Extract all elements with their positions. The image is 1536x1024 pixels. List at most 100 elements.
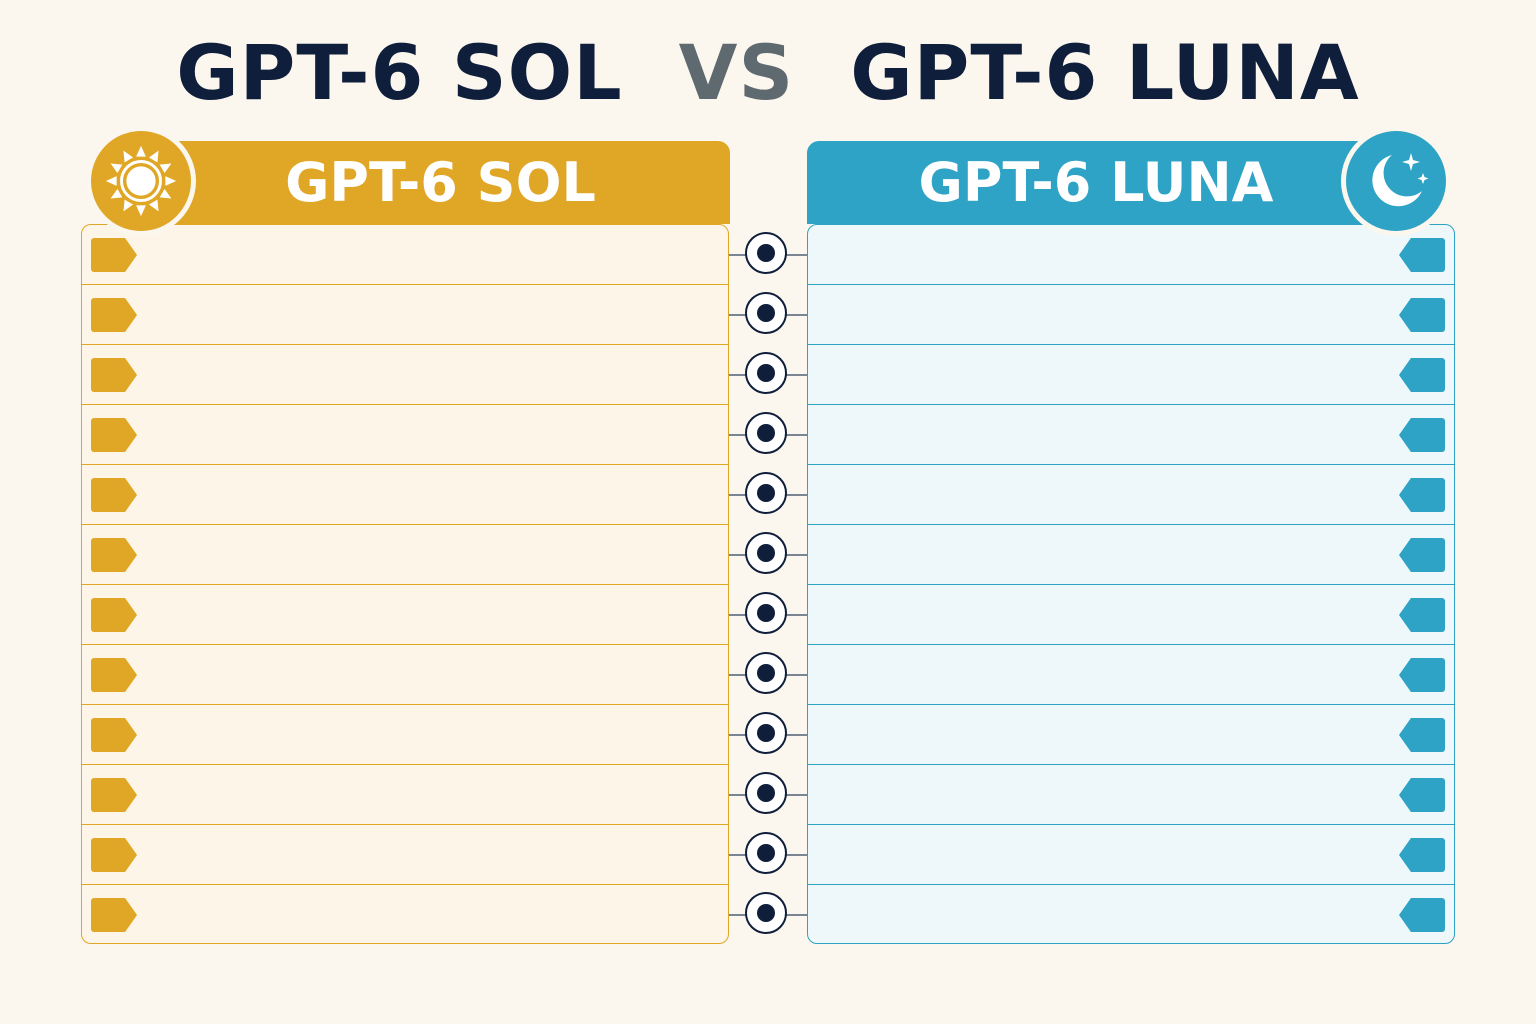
luna-row: [808, 405, 1454, 465]
luna-row-text: [828, 285, 1382, 345]
luna-row-tag-icon: [1399, 298, 1445, 332]
sol-row-tag-icon: [91, 298, 137, 332]
sol-row-tag-icon: [91, 358, 137, 392]
luna-row-text: [828, 705, 1382, 765]
luna-row-text: [828, 765, 1382, 825]
row-connector: [729, 584, 807, 644]
luna-row-tag-icon: [1399, 238, 1445, 272]
luna-row: [808, 285, 1454, 345]
sol-row-tag-icon: [91, 898, 137, 932]
dot-circle-icon: [745, 592, 787, 634]
dot-circle-icon: [745, 292, 787, 334]
sol-row-tag-icon: [91, 658, 137, 692]
luna-row-tag-icon: [1399, 838, 1445, 872]
dot-circle-icon: [745, 472, 787, 514]
luna-row: [808, 885, 1454, 945]
luna-row-text: [828, 405, 1382, 465]
sol-row-tag-icon: [91, 238, 137, 272]
sun-icon: [105, 145, 177, 217]
luna-row-tag-icon: [1399, 718, 1445, 752]
luna-header-label: GPT-6 LUNA: [918, 151, 1274, 214]
sol-row-text: [154, 765, 708, 825]
row-connector: [729, 884, 807, 944]
sol-row: [82, 705, 728, 765]
row-connector: [729, 704, 807, 764]
row-connector: [729, 464, 807, 524]
sol-row: [82, 345, 728, 405]
dot-circle-icon: [745, 892, 787, 934]
sol-header-label: GPT-6 SOL: [285, 151, 596, 214]
title-right: GPT-6 LUNA: [850, 27, 1360, 117]
title-left: GPT-6 SOL: [176, 27, 623, 117]
luna-row-tag-icon: [1399, 658, 1445, 692]
row-connector: [729, 764, 807, 824]
row-connector: [729, 224, 807, 284]
title-vs: VS: [678, 27, 795, 117]
sol-row-tag-icon: [91, 478, 137, 512]
luna-row: [808, 225, 1454, 285]
row-connector: [729, 824, 807, 884]
luna-row-text: [828, 585, 1382, 645]
luna-row-tag-icon: [1399, 898, 1445, 932]
luna-row-tag-icon: [1399, 418, 1445, 452]
luna-row-text: [828, 525, 1382, 585]
row-connector: [729, 644, 807, 704]
luna-row-text: [828, 825, 1382, 885]
luna-row: [808, 465, 1454, 525]
sol-row: [82, 285, 728, 345]
sol-row-text: [154, 705, 708, 765]
luna-row-text: [828, 645, 1382, 705]
dot-circle-icon: [745, 772, 787, 814]
sol-row-tag-icon: [91, 718, 137, 752]
luna-row-text: [828, 885, 1382, 945]
sol-row-text: [154, 285, 708, 345]
luna-row: [808, 825, 1454, 885]
sol-panel: [81, 224, 729, 944]
sol-row-tag-icon: [91, 598, 137, 632]
row-connector: [729, 404, 807, 464]
luna-row-text: [828, 465, 1382, 525]
luna-row-text: [828, 225, 1382, 285]
sol-row: [82, 225, 728, 285]
sol-badge: [86, 126, 196, 236]
luna-badge: [1341, 126, 1451, 236]
sol-row-tag-icon: [91, 418, 137, 452]
sol-row-text: [154, 405, 708, 465]
sol-header: GPT-6 SOL: [151, 141, 730, 224]
dot-circle-icon: [745, 532, 787, 574]
sol-row-text: [154, 525, 708, 585]
sol-row-text: [154, 885, 708, 945]
luna-row-tag-icon: [1399, 358, 1445, 392]
sol-row: [82, 405, 728, 465]
page-title: GPT-6 SOL VS GPT-6 LUNA: [0, 22, 1536, 122]
sol-row-text: [154, 465, 708, 525]
sol-row: [82, 885, 728, 945]
sol-row-text: [154, 825, 708, 885]
luna-panel: [807, 224, 1455, 944]
moon-stars-icon: [1372, 153, 1429, 207]
row-connector: [729, 524, 807, 584]
sol-row-text: [154, 645, 708, 705]
sol-row-text: [154, 345, 708, 405]
luna-header: GPT-6 LUNA: [807, 141, 1385, 224]
luna-row: [808, 525, 1454, 585]
dot-circle-icon: [745, 412, 787, 454]
sol-row-text: [154, 585, 708, 645]
luna-row-tag-icon: [1399, 478, 1445, 512]
sol-row-tag-icon: [91, 778, 137, 812]
sol-row-text: [154, 225, 708, 285]
sol-row: [82, 585, 728, 645]
dot-circle-icon: [745, 232, 787, 274]
luna-row-tag-icon: [1399, 538, 1445, 572]
sol-row: [82, 825, 728, 885]
luna-row: [808, 705, 1454, 765]
sol-row: [82, 765, 728, 825]
sol-row: [82, 645, 728, 705]
sol-row-tag-icon: [91, 838, 137, 872]
dot-circle-icon: [745, 712, 787, 754]
luna-row: [808, 645, 1454, 705]
luna-row: [808, 345, 1454, 405]
sol-row: [82, 465, 728, 525]
sol-row: [82, 525, 728, 585]
dot-circle-icon: [745, 352, 787, 394]
